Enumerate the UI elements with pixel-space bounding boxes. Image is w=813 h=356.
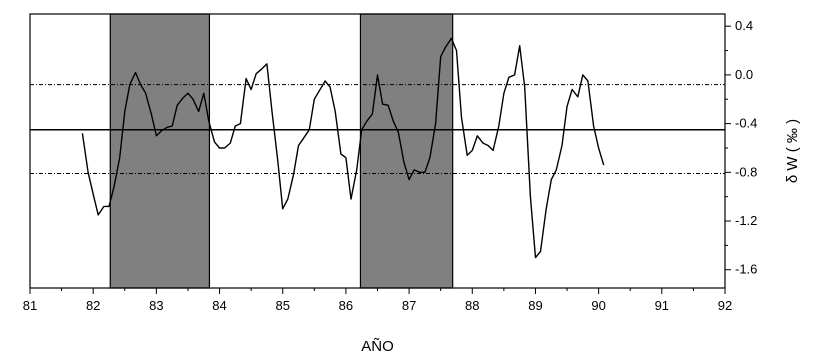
reference-lines [30, 84, 725, 175]
y-axis-title: δ W ( ‰ ) [784, 119, 801, 183]
x-tick-label: 90 [591, 298, 605, 313]
y-tick-label: 0.0 [735, 67, 753, 82]
x-axis-ticks: 81 82 83 84 85 86 87 88 89 90 91 92 [23, 288, 732, 313]
shaded-periods [109, 13, 454, 289]
y-axis-ticks: 0.4 0.0 -0.4 -0.8 -1.2 -1.6 [725, 18, 757, 277]
x-tick-label: 88 [465, 298, 479, 313]
x-axis-title: AÑO [361, 338, 394, 355]
y-tick-label: -0.8 [735, 164, 757, 179]
y-tick-label: 0.4 [735, 18, 753, 33]
x-tick-label: 83 [149, 298, 163, 313]
x-tick-label: 92 [718, 298, 732, 313]
x-tick-label: 89 [528, 298, 542, 313]
shaded-period-2 [359, 13, 454, 289]
x-tick-label: 87 [402, 298, 416, 313]
series-layer [81, 37, 605, 259]
x-tick-label: 86 [339, 298, 353, 313]
y-tick-label: -0.4 [735, 116, 757, 131]
x-tick-label: 85 [275, 298, 289, 313]
x-tick-label: 91 [655, 298, 669, 313]
x-tick-label: 84 [212, 298, 226, 313]
y-tick-label: -1.6 [735, 262, 757, 277]
x-tick-label: 81 [23, 298, 37, 313]
x-tick-label: 82 [86, 298, 100, 313]
series-line-1 [81, 37, 605, 259]
shaded-period-1 [109, 13, 211, 289]
y-tick-label: -1.2 [735, 213, 757, 228]
